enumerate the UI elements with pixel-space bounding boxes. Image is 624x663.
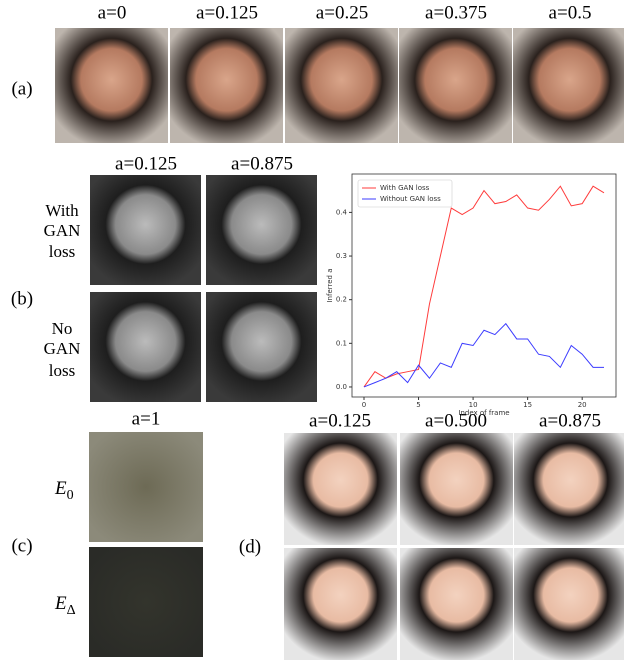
y-tick-label: 0.4 xyxy=(336,208,348,216)
label: a=0.125 xyxy=(196,2,258,23)
image xyxy=(90,292,201,402)
legend-label: With GAN loss xyxy=(380,184,430,192)
label: loss xyxy=(49,361,75,380)
plot-area xyxy=(352,174,616,397)
label: a=0.125 xyxy=(115,153,177,174)
label: (b) xyxy=(11,288,33,309)
image xyxy=(285,28,398,143)
image xyxy=(399,28,512,143)
legend-label: Without GAN loss xyxy=(380,195,441,203)
image xyxy=(400,548,513,660)
image xyxy=(89,547,203,657)
label: a=0.125 xyxy=(309,410,371,431)
x-tick-label: 10 xyxy=(469,401,478,409)
y-tick-label: 0.1 xyxy=(336,339,347,347)
x-axis-label: Index of frame xyxy=(458,409,509,417)
image xyxy=(513,28,624,143)
label: a=0.25 xyxy=(316,2,368,23)
image xyxy=(170,28,283,143)
image xyxy=(206,292,317,402)
image xyxy=(284,433,397,545)
y-tick-label: 0.0 xyxy=(336,383,347,391)
subscript: 0 xyxy=(67,488,74,503)
label: (a) xyxy=(11,78,32,99)
x-tick-label: 20 xyxy=(578,401,587,409)
label: GAN xyxy=(44,221,81,240)
label: loss xyxy=(49,242,75,261)
label: (c) xyxy=(11,535,32,556)
label: With xyxy=(45,201,79,220)
label: a=0.875 xyxy=(231,153,293,174)
label: GAN xyxy=(44,339,81,358)
label: a=0.875 xyxy=(539,410,601,431)
label: No xyxy=(52,319,73,338)
label: a=0.375 xyxy=(425,2,487,23)
x-tick-label: 0 xyxy=(362,401,366,409)
subscript: Δ xyxy=(67,603,76,618)
image xyxy=(284,548,397,660)
image xyxy=(55,28,168,143)
image xyxy=(90,175,201,285)
x-tick-label: 5 xyxy=(416,401,420,409)
image xyxy=(400,433,513,545)
image xyxy=(206,175,317,285)
label: a=0 xyxy=(98,2,127,23)
label: (d) xyxy=(239,536,261,557)
math-label: E0 xyxy=(54,478,74,503)
x-tick-label: 15 xyxy=(523,401,532,409)
y-axis-label: Inferred a xyxy=(326,268,334,302)
image xyxy=(514,548,624,660)
label: a=1 xyxy=(132,408,161,429)
image xyxy=(514,433,624,545)
math-label: EΔ xyxy=(54,593,76,618)
symbol: E xyxy=(54,593,67,614)
y-tick-label: 0.3 xyxy=(336,252,347,260)
symbol: E xyxy=(54,478,67,499)
image xyxy=(89,432,203,542)
y-tick-label: 0.2 xyxy=(336,296,347,304)
figure: (a) a=0 a=0.125 a=0.25 a=0.375 a=0.5 (b) a=0.12… xyxy=(0,0,624,663)
label: a=0.5 xyxy=(549,2,592,23)
